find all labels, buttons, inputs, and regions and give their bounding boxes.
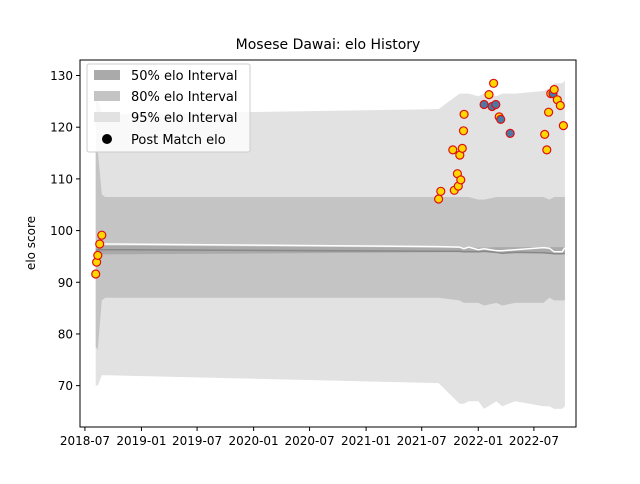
post-match-elo-point [549, 84, 559, 95]
y-tick-label: 80 [58, 327, 73, 341]
post-match-elo-point [540, 129, 550, 139]
plot-area [91, 78, 569, 409]
x-tick-label: 2021-07 [397, 434, 447, 448]
y-tick-label: 130 [50, 69, 73, 83]
y-tick-label: 100 [50, 224, 73, 238]
post-match-elo-point [458, 126, 469, 136]
post-match-elo-point [558, 120, 569, 131]
post-match-elo-point [91, 269, 101, 279]
legend: 50% elo Interval 80% elo Interval 95% el… [86, 63, 251, 153]
x-tick-label: 2022-07 [509, 434, 559, 448]
post-match-elo-point [93, 250, 103, 260]
axes: 70 80 90 100 110 120 130 2018-07 2019-01 2019-07 2… [50, 59, 577, 448]
post-match-elo-point [555, 100, 565, 111]
x-tick-label: 2022-01 [453, 434, 503, 448]
legend-swatch-95 [94, 112, 120, 122]
post-match-elo-point [434, 194, 444, 204]
post-match-elo-point [479, 99, 489, 110]
y-tick-label: 110 [50, 172, 73, 186]
legend-frame [86, 63, 251, 153]
post-match-elo-point [459, 109, 469, 119]
post-match-elo-point [436, 186, 446, 196]
legend-label-post-match: Post Match elo [131, 133, 226, 148]
x-tick-label: 2018-07 [60, 434, 110, 448]
post-match-elo-point [489, 78, 499, 88]
legend-label-80: 80% elo Interval [131, 90, 238, 105]
x-tick-label: 2020-01 [229, 434, 279, 448]
post-match-elo-point [95, 239, 105, 249]
post-match-elo-point [496, 114, 506, 125]
post-match-elo-point [542, 145, 552, 155]
y-tick-label: 90 [58, 276, 73, 290]
post-match-elo-point [448, 145, 458, 155]
y-tick-label: 70 [58, 379, 73, 393]
post-match-elo-point [484, 89, 494, 100]
legend-label-50: 50% elo Interval [131, 69, 238, 84]
y-axis-label: elo score [24, 216, 38, 270]
post-match-elo-point [491, 99, 501, 110]
x-tick-label: 2021-01 [341, 434, 391, 448]
x-tick-label: 2019-07 [172, 434, 222, 448]
x-tick-label: 2020-07 [284, 434, 334, 448]
post-match-elo-point [456, 175, 466, 185]
post-match-elo-point [457, 143, 467, 153]
legend-label-95: 95% elo Interval [131, 111, 238, 126]
mean-line [95, 243, 566, 253]
y-tick-label: 120 [50, 121, 73, 135]
legend-swatch-80 [94, 91, 120, 101]
post-match-elo-point [97, 230, 107, 240]
chart-title: Mosese Dawai: elo History [236, 37, 421, 53]
plot-frame [79, 59, 577, 428]
legend-swatch-50 [94, 70, 120, 80]
median-line [95, 248, 566, 255]
post-match-elo-point [543, 107, 554, 117]
legend-marker-post-match [102, 134, 112, 144]
post-match-elo-point [505, 128, 515, 138]
x-tick-label: 2019-01 [116, 434, 166, 448]
